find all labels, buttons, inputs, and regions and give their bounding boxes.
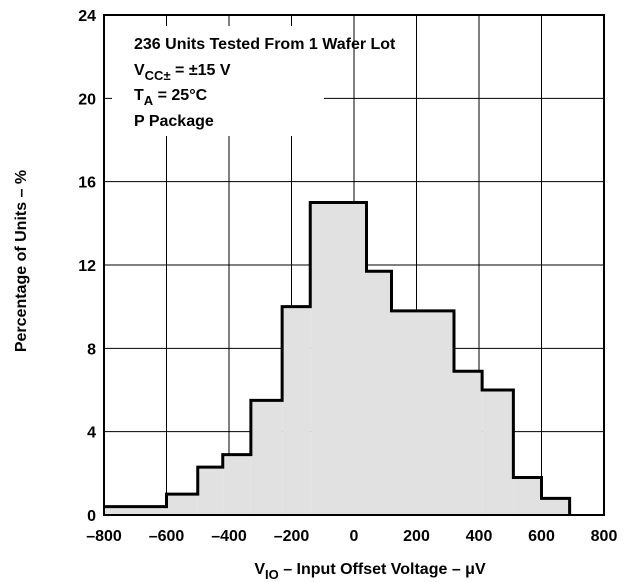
y-tick-label: 8 bbox=[87, 341, 96, 358]
histogram-bar bbox=[104, 506, 167, 515]
histogram-bar bbox=[166, 494, 198, 515]
plot-frame bbox=[103, 14, 605, 516]
annotation-units-tested: 236 Units Tested From 1 Wafer Lot bbox=[134, 36, 396, 53]
x-tick-label: 400 bbox=[466, 528, 493, 545]
histogram-bar bbox=[250, 400, 283, 515]
annotation-supply-voltage: VCC± = ±15 V bbox=[134, 62, 231, 83]
tick-labels: 0 4 8 12 16 20 24 –800 –600 –400 –200 0 200 400 600 800 bbox=[78, 8, 617, 545]
histogram-bars bbox=[104, 201, 572, 515]
x-tick-label: –400 bbox=[211, 528, 247, 545]
histogram-bar bbox=[482, 390, 514, 515]
y-tick-label: 12 bbox=[78, 258, 96, 275]
x-tick-label: 0 bbox=[350, 528, 359, 545]
x-tick-label: 600 bbox=[528, 528, 555, 545]
plot-border bbox=[103, 14, 605, 516]
histogram-bar bbox=[366, 271, 392, 515]
histogram-bar bbox=[391, 310, 454, 515]
y-tick-label: 20 bbox=[78, 91, 96, 108]
x-tick-label: –600 bbox=[149, 528, 185, 545]
histogram-outline bbox=[104, 201, 572, 515]
histogram-bar bbox=[541, 498, 570, 515]
x-tick-label: 200 bbox=[403, 528, 430, 545]
y-tick-label: 24 bbox=[78, 8, 96, 25]
histogram-bar bbox=[222, 454, 251, 515]
x-tick-label: –800 bbox=[86, 528, 122, 545]
x-axis-title: VIO – Input Offset Voltage – μV bbox=[254, 561, 486, 582]
x-tick-label: 800 bbox=[591, 528, 618, 545]
histogram-bar bbox=[454, 371, 483, 515]
y-axis-title: Percentage of Units – % bbox=[13, 170, 30, 352]
annotation-temperature: TA = 25°C bbox=[134, 87, 208, 108]
annotation-background bbox=[112, 26, 324, 136]
y-tick-label: 16 bbox=[78, 175, 96, 192]
histogram-bar bbox=[282, 306, 311, 515]
y-tick-label: 0 bbox=[87, 508, 96, 525]
annotation-package: P Package bbox=[134, 113, 214, 130]
x-tick-label: –200 bbox=[274, 528, 310, 545]
histogram-bar bbox=[197, 467, 223, 515]
histogram-bar bbox=[310, 202, 367, 515]
histogram-bar bbox=[513, 477, 542, 515]
y-tick-label: 4 bbox=[87, 425, 96, 442]
